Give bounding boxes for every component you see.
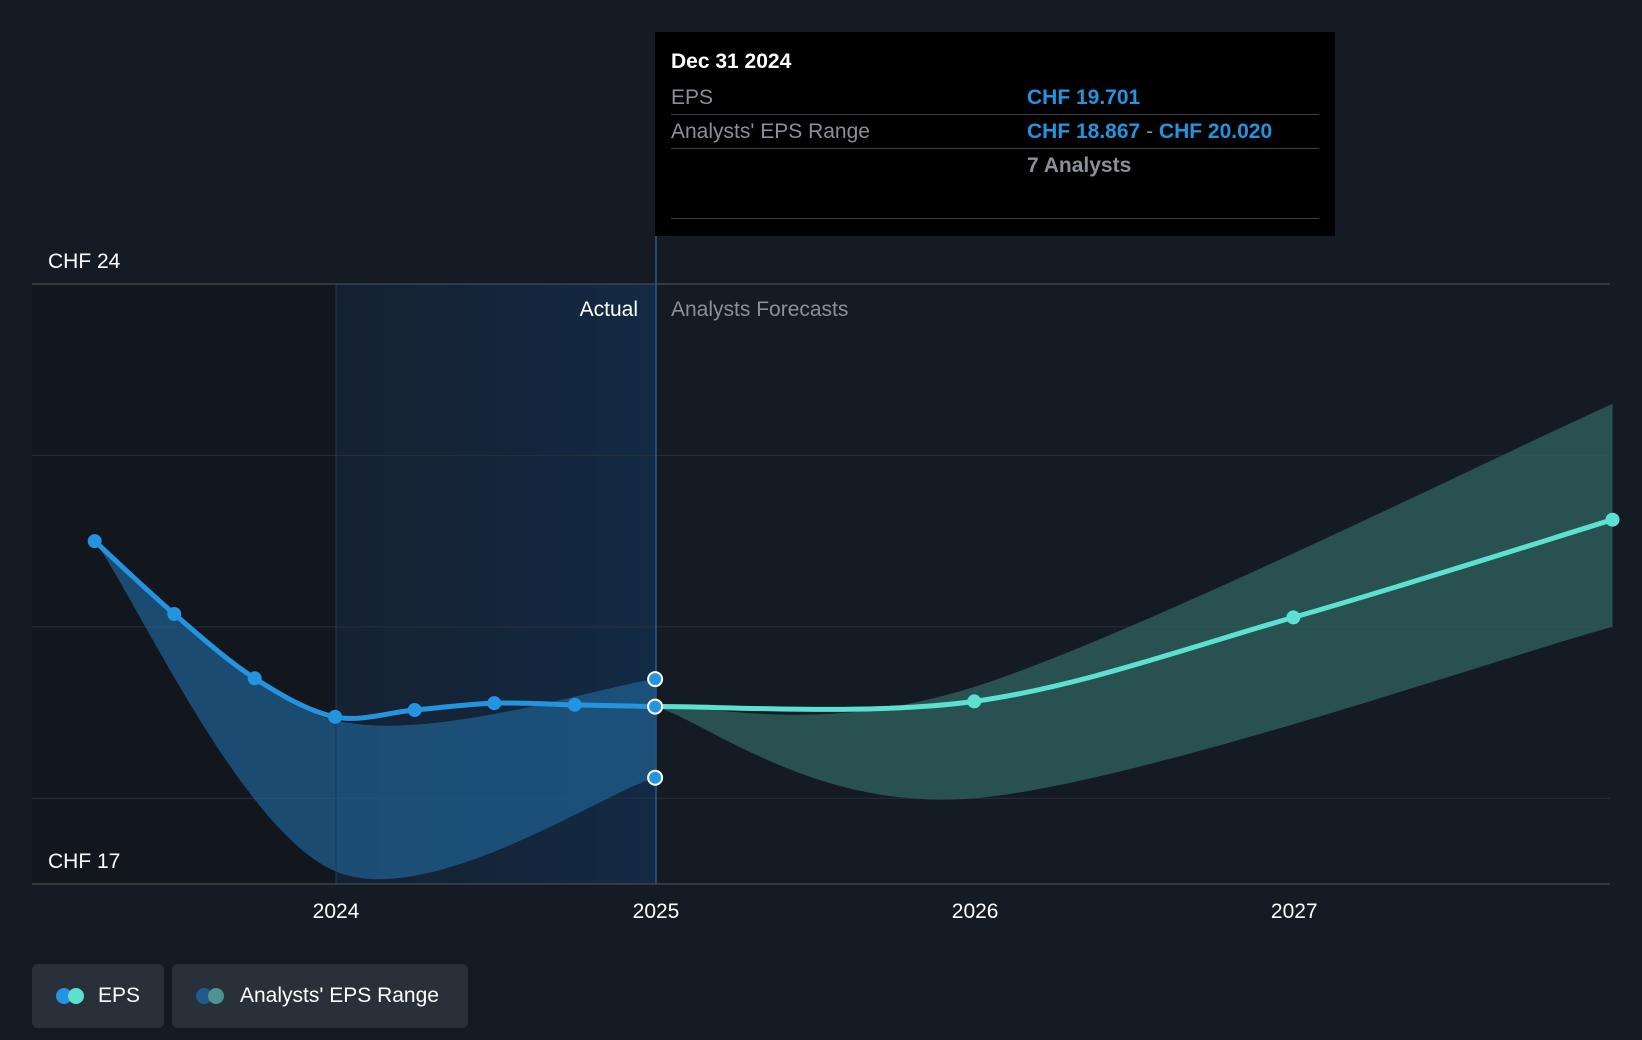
y-min-label: CHF 17 [48,850,120,873]
forecast-label: Analysts Forecasts [671,298,848,321]
range-high-point[interactable] [647,671,664,688]
eps-actual-point[interactable] [87,534,102,549]
tooltip-range-sep: - [1146,120,1154,143]
eps-actual-point[interactable] [328,709,343,724]
forecast-range-band [655,404,1613,800]
tooltip-range-value: CHF 18.867 - CHF 20.020 [1027,120,1272,144]
eps-forecast-line [652,517,1615,712]
tooltip-eps-label: EPS [671,86,714,109]
eps-actual-point[interactable] [167,607,182,621]
range-low-point[interactable] [647,769,664,786]
legend-range[interactable]: Analysts' EPS Range [172,964,468,1028]
eps-actual-point[interactable] [247,671,262,686]
eps-actual-point[interactable] [407,703,422,717]
tooltip-eps-value: CHF 19.701 [1027,86,1141,109]
tooltip-range-high: CHF 20.020 [1158,120,1273,143]
eps-forecast-point[interactable] [1605,512,1620,527]
range-legend-icon [196,988,226,1004]
tooltip-analyst-count: 7 Analysts [1027,154,1132,177]
eps-selected-point[interactable] [647,698,664,715]
eps-actual-point[interactable] [567,697,582,712]
x-tick-label: 2026 [952,900,999,923]
legend-eps[interactable]: EPS [32,964,164,1028]
eps-actual-point[interactable] [487,696,502,711]
eps-forecast-point[interactable] [967,694,982,709]
legend-eps-label: EPS [97,984,140,1007]
legend-range-label: Analysts' EPS Range [240,984,439,1007]
eps-forecast-point[interactable] [1286,610,1301,625]
tooltip-range-low: CHF 18.867 [1027,120,1141,143]
eps-legend-icon [56,988,84,1004]
x-tick-label: 2024 [313,900,360,923]
tooltip-divider [671,114,1319,115]
x-tick-label: 2025 [633,900,680,923]
tooltip-range-label: Analysts' EPS Range [671,120,870,143]
tooltip: Dec 31 2024 EPS CHF 19.701 Analysts' EPS… [655,32,1335,236]
actual-range-band [94,541,656,880]
actual-label: Actual [580,298,638,321]
x-tick-label: 2027 [1271,900,1318,923]
tooltip-date: Dec 31 2024 [671,50,792,73]
tooltip-divider [671,218,1319,219]
y-max-label: CHF 24 [48,250,121,273]
tooltip-divider [671,148,1319,149]
